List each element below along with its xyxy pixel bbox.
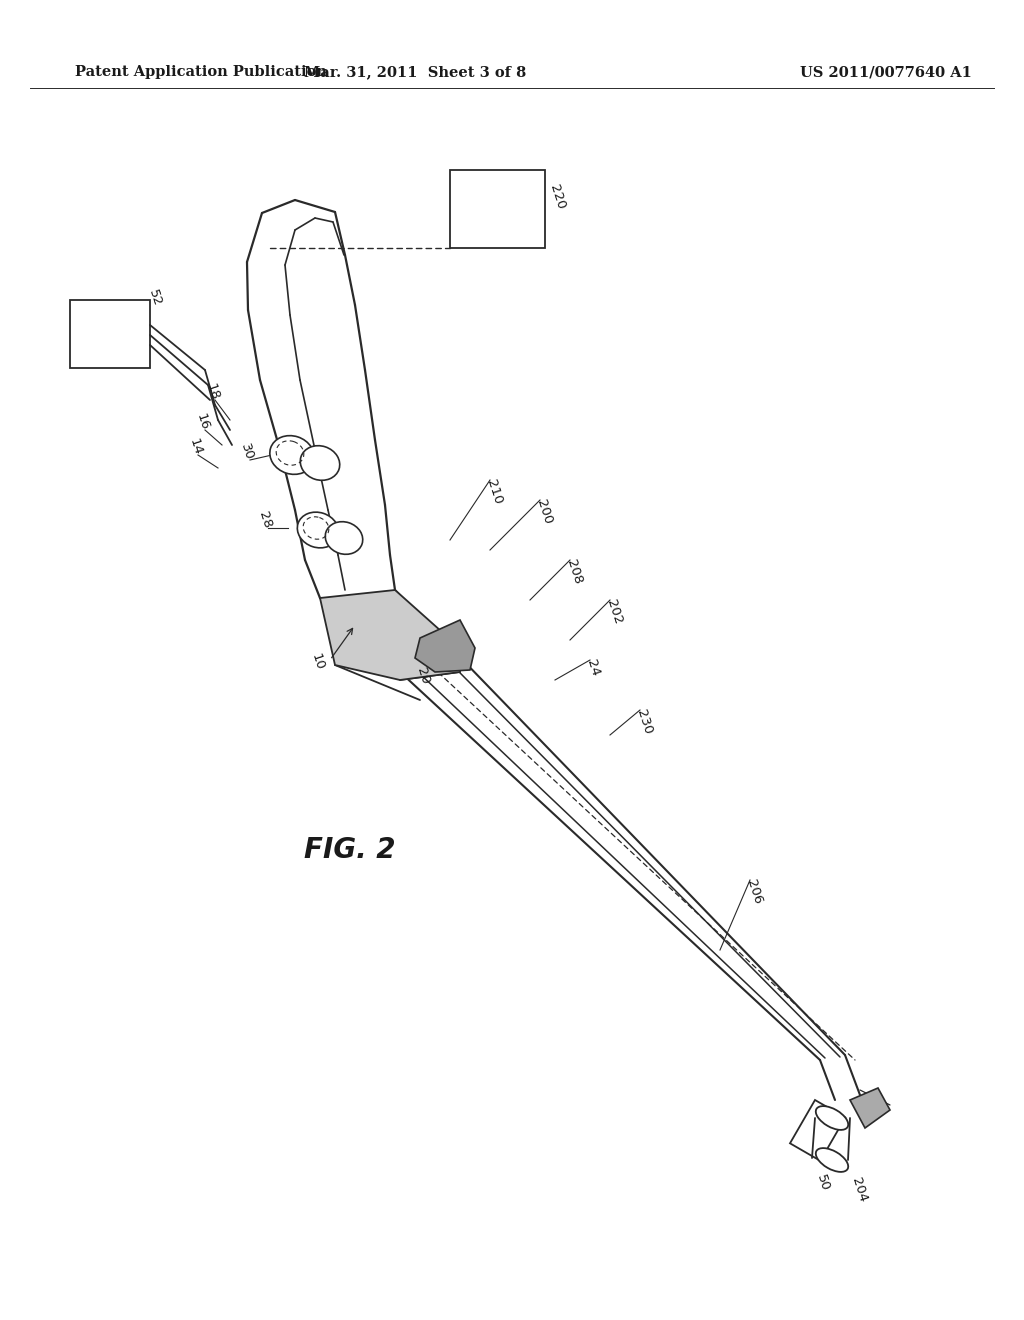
Text: Patent Application Publication: Patent Application Publication (75, 65, 327, 79)
Ellipse shape (269, 436, 314, 474)
Text: FIG. 2: FIG. 2 (304, 836, 395, 865)
Ellipse shape (326, 521, 362, 554)
Text: 28: 28 (257, 510, 274, 531)
Text: Mar. 31, 2011  Sheet 3 of 8: Mar. 31, 2011 Sheet 3 of 8 (304, 65, 526, 79)
Text: 52: 52 (145, 288, 164, 308)
Ellipse shape (444, 655, 456, 665)
Bar (450, 170, 545, 248)
Text: 208: 208 (564, 558, 584, 586)
Text: 50: 50 (814, 1173, 831, 1193)
Ellipse shape (816, 1106, 848, 1130)
Text: 16: 16 (194, 412, 211, 432)
Bar (70, 300, 150, 368)
Polygon shape (415, 620, 475, 672)
Text: 220: 220 (547, 183, 567, 211)
Text: 24: 24 (584, 657, 601, 678)
Text: 202: 202 (604, 598, 624, 626)
Text: 14: 14 (186, 437, 204, 457)
Text: US 2011/0077640 A1: US 2011/0077640 A1 (800, 65, 972, 79)
Ellipse shape (300, 446, 340, 480)
Text: 30: 30 (239, 442, 256, 462)
Text: 18: 18 (204, 381, 221, 403)
Text: 200: 200 (534, 498, 554, 527)
Bar (790, 1100, 845, 1160)
Text: 10: 10 (308, 652, 327, 672)
Ellipse shape (297, 512, 339, 548)
Polygon shape (319, 590, 460, 680)
Text: 204: 204 (849, 1176, 869, 1204)
Text: 230: 230 (634, 708, 654, 737)
Text: 210: 210 (483, 478, 504, 506)
Ellipse shape (816, 1148, 848, 1172)
Text: 206: 206 (743, 878, 764, 906)
Polygon shape (850, 1088, 890, 1129)
Text: 20: 20 (414, 667, 431, 686)
